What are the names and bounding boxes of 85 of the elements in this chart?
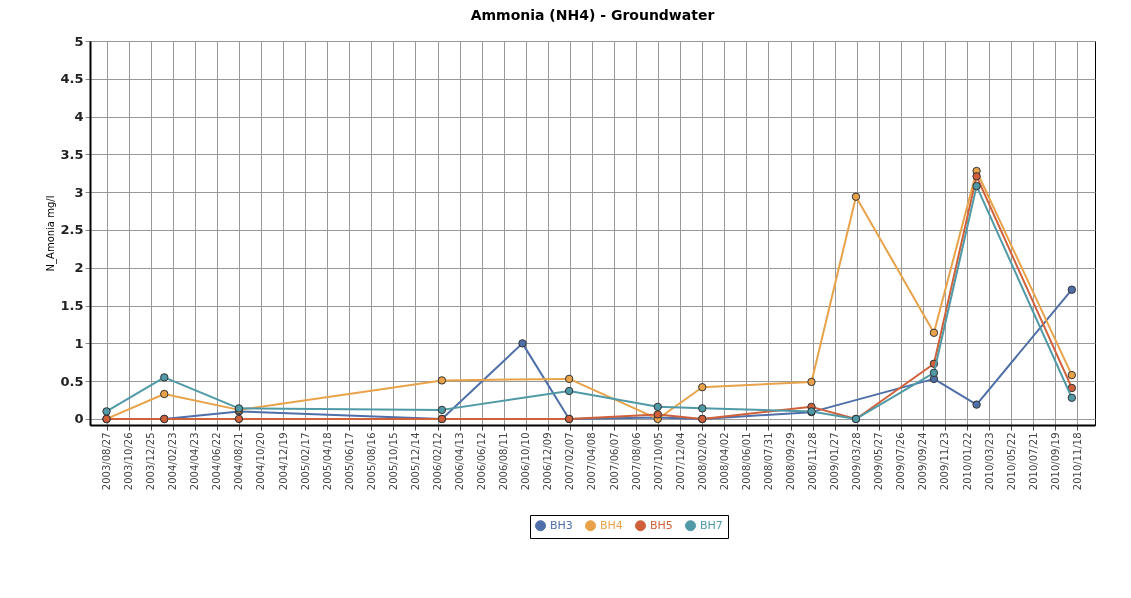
point [807, 377, 816, 387]
y-tick-label: 4 [74, 109, 84, 125]
x-tick-label: 2008/09/29 [785, 432, 797, 491]
x-tick-label: 2010/05/22 [1005, 432, 1017, 491]
x-tick-label: 2003/10/26 [123, 432, 135, 491]
point [437, 405, 447, 415]
y-tick-label: 5 [74, 33, 84, 49]
x-tick-label: 2008/11/28 [807, 432, 819, 491]
legend-label: BH4 [600, 518, 623, 532]
x-tick-label: 2010/01/22 [961, 432, 973, 491]
x-tick-label: 2007/12/04 [674, 432, 686, 491]
x-tick-label: 2009/11/23 [939, 432, 951, 491]
point [564, 374, 574, 384]
x-tick-label: 2004/04/23 [189, 432, 201, 491]
x-tick-label: 2009/05/27 [873, 432, 885, 491]
y-tick-label: 2 [74, 260, 84, 276]
point [698, 383, 707, 392]
x-tick-label: 2006/02/12 [432, 432, 443, 491]
legend-label: BH5 [650, 518, 673, 532]
y-tick-label: 3.5 [60, 146, 84, 162]
y-tick-label: 0.5 [60, 373, 84, 389]
x-tick-label: 2008/04/02 [718, 432, 730, 491]
point [160, 389, 169, 399]
point [437, 376, 447, 385]
x-tick-label: 2004/08/21 [233, 432, 245, 491]
x-tick-label: 2010/09/19 [1049, 432, 1061, 491]
y-tick-label: 2.5 [60, 222, 84, 238]
x-tick-label: 2003/08/27 [101, 432, 113, 491]
point [1067, 285, 1077, 294]
x-tick-label: 2009/09/24 [917, 432, 929, 491]
x-tick-label: 2008/06/01 [740, 432, 752, 491]
point [1067, 393, 1077, 402]
chart-title: Ammonia (NH4) - Groundwater [470, 7, 715, 23]
point [518, 339, 527, 348]
point [972, 400, 981, 409]
x-tick-label: 2003/12/25 [145, 432, 157, 491]
x-tick-label: 2007/08/06 [630, 432, 642, 491]
point [160, 373, 169, 382]
x-tick-label: 2005/04/18 [321, 432, 333, 491]
x-tick-label: 2010/03/23 [983, 432, 995, 491]
legend-label: BH3 [550, 518, 573, 532]
x-tick-label: 2004/02/23 [167, 432, 179, 491]
x-tick-label: 2005/08/16 [365, 432, 377, 491]
point [698, 404, 707, 413]
x-tick-label: 2010/11/18 [1071, 432, 1083, 491]
x-tick-label: 2006/04/13 [454, 432, 466, 491]
point [972, 172, 981, 181]
x-tick-label: 2005/02/17 [299, 432, 311, 491]
x-tick-label: 2004/12/19 [277, 432, 289, 491]
x-tick-label: 2009/01/27 [829, 432, 841, 491]
point [929, 328, 939, 337]
y-axis-title: N_Amonia mg/l [45, 195, 58, 272]
legend-label: BH7 [700, 518, 723, 532]
point [929, 368, 939, 378]
x-tick-label: 2007/04/08 [586, 432, 598, 491]
x-tick-label: 2007/02/07 [564, 432, 576, 491]
x-tick-label: 2005/12/14 [409, 432, 421, 491]
point [972, 181, 981, 191]
x-tick-label: 2009/07/26 [895, 432, 907, 491]
x-tick-label: 2007/10/05 [652, 432, 664, 491]
x-tick-label: 2004/10/20 [255, 432, 267, 491]
x-tick-label: 2008/07/31 [762, 432, 774, 491]
y-tick-label: 0 [74, 411, 84, 427]
x-tick-label: 2006/10/10 [520, 432, 532, 491]
x-tick-label: 2006/12/09 [542, 432, 554, 491]
x-tick-label: 2004/06/22 [211, 432, 223, 491]
x-tick-label: 2005/06/17 [343, 432, 355, 491]
x-tick-label: 2009/03/28 [851, 432, 863, 491]
point [234, 414, 244, 424]
point [653, 402, 662, 412]
y-tick-label: 1.5 [60, 298, 84, 314]
point [102, 407, 111, 416]
x-tick-label: 2006/06/12 [476, 432, 488, 491]
y-tick-label: 3 [74, 184, 84, 200]
x-tick-label: 2010/07/21 [1027, 432, 1039, 491]
point [564, 386, 574, 396]
point [1067, 370, 1077, 380]
point [1067, 383, 1077, 393]
y-tick-label: 1 [74, 335, 84, 351]
x-tick-label: 2006/08/11 [498, 432, 510, 491]
point [851, 192, 861, 201]
x-tick-label: 2007/06/07 [608, 432, 620, 491]
y-tick-label: 4.5 [60, 71, 84, 87]
x-tick-label: 2008/02/02 [696, 432, 708, 491]
x-tick-label: 2005/10/15 [387, 432, 399, 491]
